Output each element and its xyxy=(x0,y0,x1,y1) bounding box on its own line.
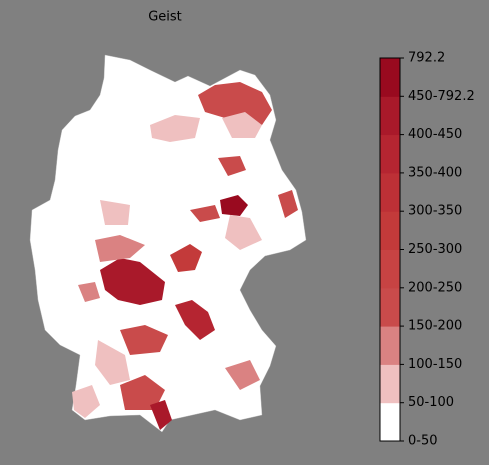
region-patch xyxy=(222,112,262,138)
region-patch xyxy=(100,200,130,225)
region-patch xyxy=(278,190,298,218)
colorbar-segment xyxy=(380,402,400,442)
region-patch xyxy=(120,325,168,355)
colorbar-label: 100-150 xyxy=(408,357,462,372)
germany-map xyxy=(29,54,307,433)
colorbar-segment xyxy=(380,134,400,174)
colorbar-segment xyxy=(380,249,400,289)
colorbar: 0-50 50-100 100-150 150-200 200-250 250-300 30… xyxy=(379,51,475,449)
colorbar-label: 150-200 xyxy=(408,319,462,334)
region-patch xyxy=(95,340,130,385)
colorbar-label: 792.2 xyxy=(408,51,445,66)
region-patch xyxy=(78,282,100,302)
colorbar-segment xyxy=(380,172,400,212)
region-patch xyxy=(225,215,262,250)
colorbar-label: 300-350 xyxy=(408,204,462,219)
region-patch xyxy=(150,115,200,142)
colorbar-label: 400-450 xyxy=(408,127,462,142)
region-patch xyxy=(150,400,172,430)
country-outline xyxy=(29,54,307,433)
colorbar-segment xyxy=(380,211,400,250)
region-patch xyxy=(120,375,165,410)
region-patch xyxy=(175,300,215,340)
region-patch xyxy=(225,360,260,390)
colorbar-label: 0-50 xyxy=(408,434,438,449)
colorbar-segment xyxy=(380,96,400,136)
region-patch xyxy=(220,195,248,216)
colorbar-label: 250-300 xyxy=(408,242,462,257)
colorbar-segment xyxy=(380,364,400,404)
region-patch xyxy=(218,156,246,176)
colorbar-segment xyxy=(380,287,400,327)
map-title: Geist xyxy=(148,10,182,25)
colorbar-label: 50-100 xyxy=(408,395,454,410)
region-patch xyxy=(100,258,165,305)
region-patch xyxy=(95,235,145,262)
region-patch xyxy=(72,385,100,418)
region-patch xyxy=(198,82,272,125)
colorbar-segment xyxy=(380,326,400,365)
colorbar-label: 350-400 xyxy=(408,165,462,180)
colorbar-label: 200-250 xyxy=(408,280,462,295)
colorbar-label: 450-792.2 xyxy=(408,89,475,104)
region-patch xyxy=(170,244,202,272)
colorbar-segment xyxy=(380,58,400,97)
region-patch xyxy=(190,205,220,222)
